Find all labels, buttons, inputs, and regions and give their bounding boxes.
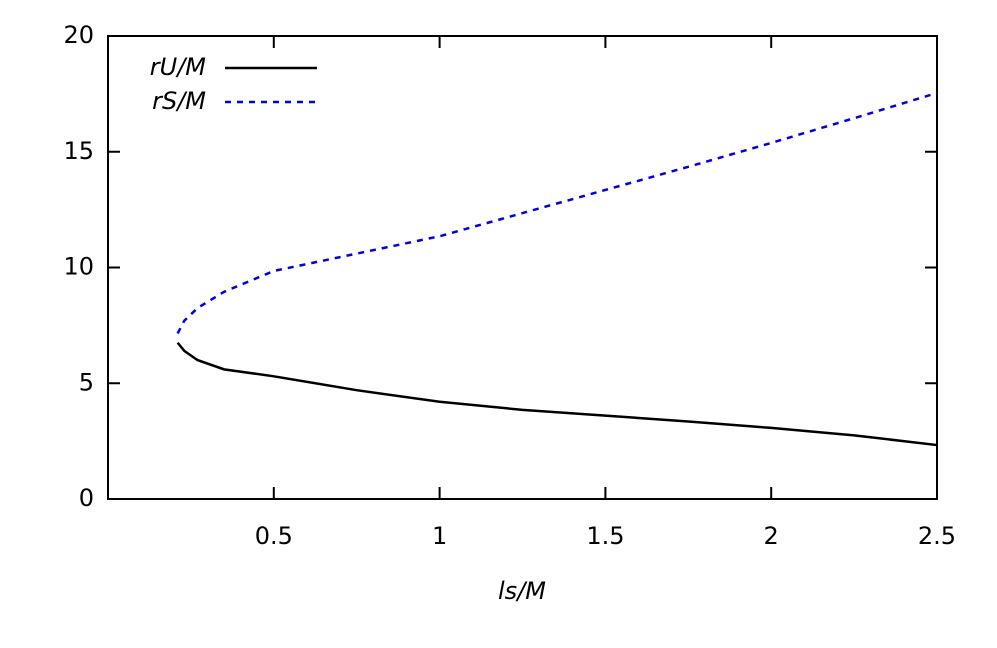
legend-label: rS/M (152, 87, 206, 115)
x-tick-label: 2.5 (918, 522, 956, 550)
y-tick-label: 5 (79, 368, 94, 396)
x-tick-label: 1.5 (586, 522, 624, 550)
plot-frame (107, 35, 938, 500)
series-line (176, 341, 938, 447)
x-tick-label: 0.5 (255, 522, 293, 550)
y-tick-label: 15 (63, 137, 94, 165)
legend-label: rU/M (150, 53, 207, 81)
y-tick-label: 0 (79, 484, 94, 512)
x-axis-label: ls/M (498, 577, 546, 605)
y-tick-label: 10 (63, 253, 94, 281)
x-tick-label: 2 (764, 522, 779, 550)
series-line (176, 91, 938, 335)
y-tick-label: 20 (63, 21, 94, 49)
x-tick-label: 1 (432, 522, 447, 550)
